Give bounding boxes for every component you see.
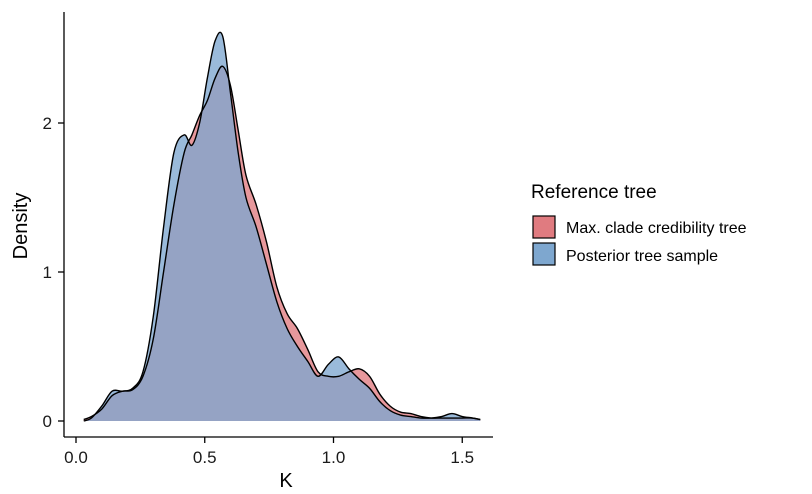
density-area-posterior [83,32,481,422]
legend-swatch-mcc [532,215,556,239]
legend-swatch-posterior [532,242,556,266]
y-tick-label: 0 [43,412,52,431]
x-tick-label: 0.5 [193,448,217,467]
y-axis-title: Density [10,193,32,260]
y-tick-label: 1 [43,263,52,282]
density-areas [83,31,481,422]
density-line-posterior [83,31,481,422]
x-tick-label: 1.5 [450,448,474,467]
legend-label-posterior: Posterior tree sample [566,248,718,265]
axes [63,12,493,438]
legend-label-mcc: Max. clade credibility tree [566,220,747,237]
x-tick-label: 1.0 [322,448,346,467]
density-line-mcc [83,65,481,421]
legend-title: Reference tree [531,182,657,203]
y-tick-label: 2 [43,114,52,133]
legend: Reference tree Max. clade credibility tr… [531,182,747,266]
x-ticks: 0.0 0.5 1.0 1.5 [64,437,474,467]
x-tick-label: 0.0 [64,448,88,467]
y-ticks: 0 1 2 [43,114,64,431]
x-axis-title: K [279,470,293,492]
